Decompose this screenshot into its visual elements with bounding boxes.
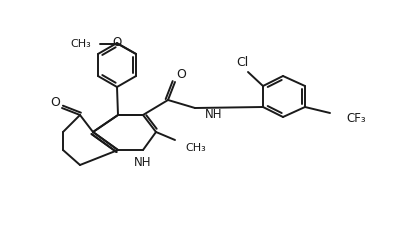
Text: Cl: Cl [236, 57, 248, 69]
Text: O: O [112, 36, 122, 49]
Text: NH: NH [134, 156, 152, 169]
Text: O: O [176, 68, 186, 81]
Text: O: O [50, 96, 60, 109]
Text: CH₃: CH₃ [70, 39, 91, 49]
Text: NH: NH [205, 109, 222, 122]
Text: CF₃: CF₃ [346, 112, 366, 125]
Text: CH₃: CH₃ [185, 143, 206, 153]
